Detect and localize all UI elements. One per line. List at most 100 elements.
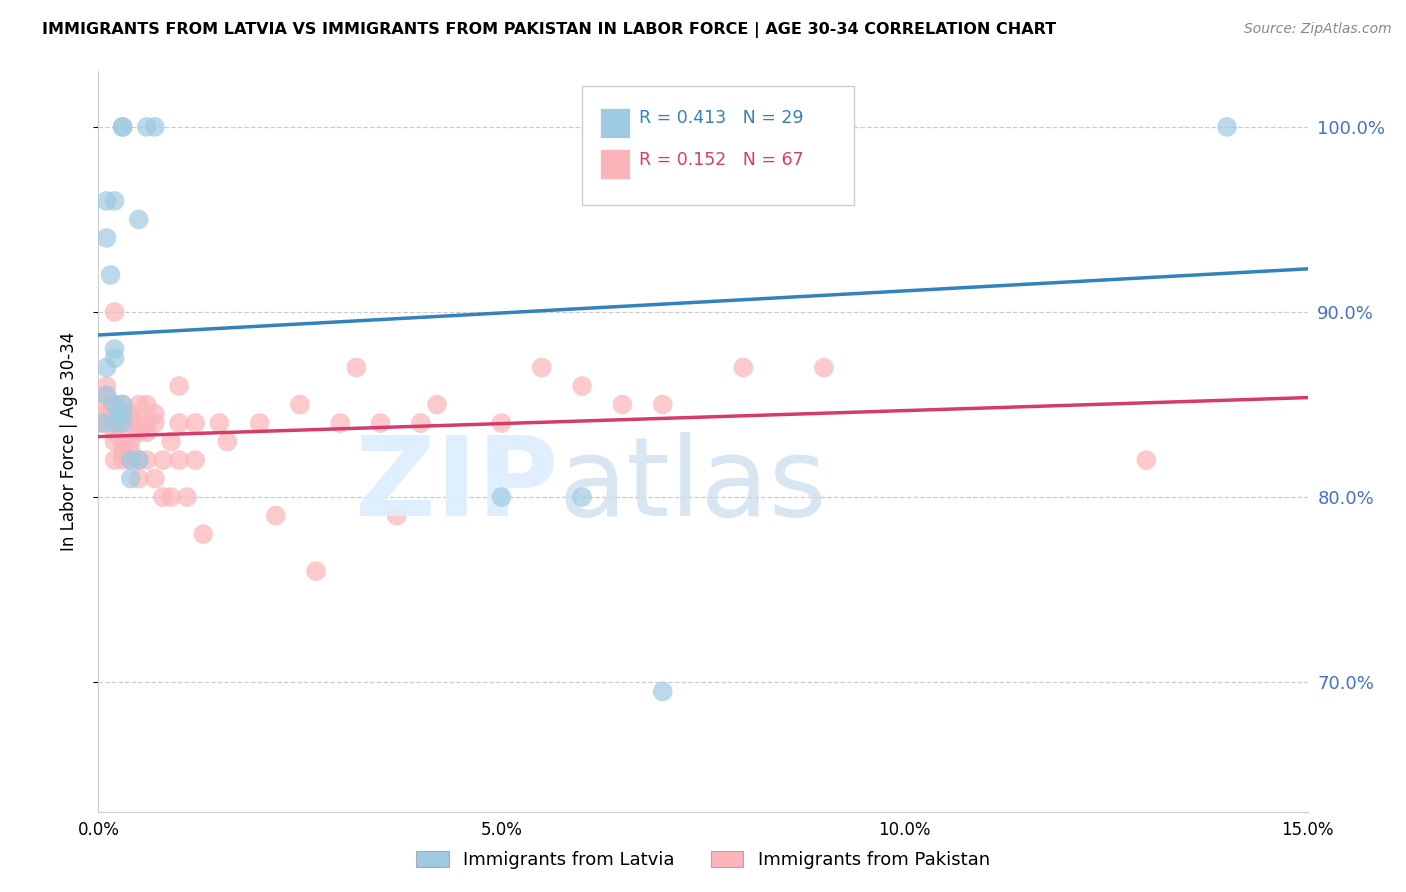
Point: [249, 416, 271, 430]
Point: [120, 434, 142, 449]
Point: [152, 490, 174, 504]
FancyBboxPatch shape: [600, 109, 630, 138]
Point: [344, 360, 367, 375]
Point: [111, 120, 134, 134]
Point: [91, 416, 114, 430]
Point: [491, 416, 513, 430]
Point: [530, 360, 553, 375]
Point: [305, 564, 328, 578]
Point: [96, 388, 118, 402]
Point: [1216, 120, 1239, 134]
Point: [96, 194, 118, 208]
Point: [143, 471, 166, 485]
Point: [111, 434, 134, 449]
Point: [96, 407, 118, 421]
Point: [103, 434, 125, 449]
Point: [264, 508, 287, 523]
Point: [107, 407, 129, 421]
Text: ZIP: ZIP: [354, 433, 558, 540]
Point: [120, 443, 142, 458]
Point: [167, 379, 190, 393]
Point: [167, 416, 190, 430]
Point: [288, 397, 311, 411]
Point: [571, 379, 593, 393]
Point: [184, 416, 207, 430]
Point: [111, 120, 134, 134]
Point: [120, 407, 142, 421]
Point: [135, 416, 157, 430]
Point: [103, 397, 125, 411]
Point: [128, 425, 150, 440]
Point: [491, 490, 513, 504]
Point: [176, 490, 198, 504]
Point: [103, 351, 125, 366]
Point: [143, 120, 166, 134]
Point: [160, 490, 183, 504]
Point: [208, 416, 231, 430]
Point: [103, 407, 125, 421]
Point: [135, 397, 157, 411]
FancyBboxPatch shape: [600, 149, 630, 178]
Point: [128, 453, 150, 467]
Point: [120, 453, 142, 467]
Text: Source: ZipAtlas.com: Source: ZipAtlas.com: [1244, 22, 1392, 37]
Point: [111, 416, 134, 430]
Point: [103, 305, 125, 319]
Point: [120, 471, 142, 485]
Point: [152, 453, 174, 467]
Point: [135, 425, 157, 440]
Point: [111, 407, 134, 421]
Point: [103, 194, 125, 208]
Point: [103, 416, 125, 430]
Point: [571, 490, 593, 504]
Point: [128, 453, 150, 467]
Text: atlas: atlas: [558, 433, 827, 540]
Point: [651, 684, 673, 698]
Text: IMMIGRANTS FROM LATVIA VS IMMIGRANTS FROM PAKISTAN IN LABOR FORCE | AGE 30-34 CO: IMMIGRANTS FROM LATVIA VS IMMIGRANTS FRO…: [42, 22, 1056, 38]
Point: [409, 416, 432, 430]
Point: [91, 416, 114, 430]
Point: [160, 434, 183, 449]
Point: [651, 397, 673, 411]
Point: [143, 407, 166, 421]
Point: [370, 416, 392, 430]
Point: [111, 453, 134, 467]
Point: [96, 379, 118, 393]
Point: [100, 268, 122, 282]
Point: [659, 120, 682, 134]
Point: [128, 471, 150, 485]
Point: [111, 416, 134, 430]
Point: [96, 416, 118, 430]
Point: [329, 416, 352, 430]
Point: [111, 397, 134, 411]
Point: [120, 416, 142, 430]
Point: [111, 397, 134, 411]
Point: [96, 360, 118, 375]
Point: [128, 397, 150, 411]
Point: [120, 453, 142, 467]
Point: [103, 453, 125, 467]
Point: [668, 120, 690, 134]
Point: [96, 397, 118, 411]
Point: [103, 425, 125, 440]
Point: [96, 231, 118, 245]
Point: [612, 397, 634, 411]
Point: [733, 360, 755, 375]
Point: [167, 453, 190, 467]
Point: [103, 342, 125, 356]
Point: [103, 397, 125, 411]
Text: R = 0.152   N = 67: R = 0.152 N = 67: [638, 152, 804, 169]
Text: R = 0.413   N = 29: R = 0.413 N = 29: [638, 109, 803, 127]
Point: [135, 120, 157, 134]
Point: [193, 527, 215, 541]
Y-axis label: In Labor Force | Age 30-34: In Labor Force | Age 30-34: [59, 332, 77, 551]
Point: [111, 407, 134, 421]
Point: [813, 360, 835, 375]
Point: [128, 212, 150, 227]
Point: [103, 416, 125, 430]
FancyBboxPatch shape: [582, 87, 855, 204]
Point: [143, 416, 166, 430]
Point: [96, 388, 118, 402]
Point: [385, 508, 408, 523]
Point: [184, 453, 207, 467]
